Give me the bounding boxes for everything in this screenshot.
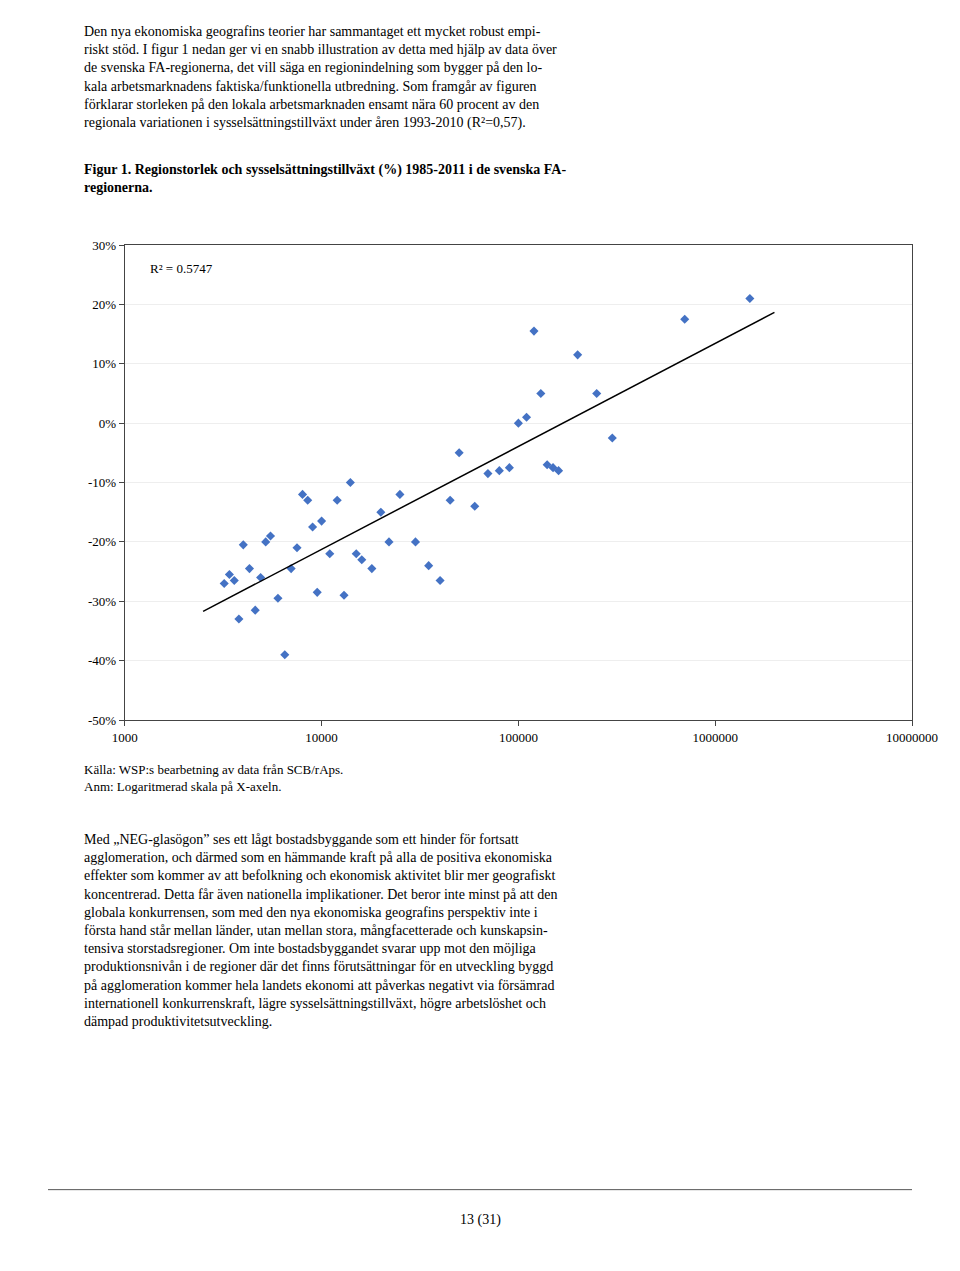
svg-text:10000: 10000 xyxy=(305,730,338,745)
svg-text:13 (31): 13 (31) xyxy=(460,1212,501,1228)
svg-text:-20%: -20% xyxy=(88,534,116,549)
svg-text:Med „NEG-glasögon” ses ett låg: Med „NEG-glasögon” ses ett lågt bostadsb… xyxy=(84,832,558,1029)
svg-text:-40%: -40% xyxy=(88,653,116,668)
svg-text:1000: 1000 xyxy=(112,730,138,745)
svg-text:20%: 20% xyxy=(92,297,116,312)
svg-text:Den nya ekonomiska geografins: Den nya ekonomiska geografins teorier ha… xyxy=(84,24,557,131)
svg-text:-30%: -30% xyxy=(88,594,116,609)
svg-text:Figur 1. Regionstorlek och sys: Figur 1. Regionstorlek och sysselsättnin… xyxy=(84,162,566,195)
svg-text:30%: 30% xyxy=(92,238,116,253)
svg-text:-10%: -10% xyxy=(88,475,116,490)
svg-text:10%: 10% xyxy=(92,356,116,371)
svg-text:10000000: 10000000 xyxy=(886,730,938,745)
svg-text:-50%: -50% xyxy=(88,713,116,728)
svg-text:R² = 0.5747: R² = 0.5747 xyxy=(150,261,213,276)
svg-text:100000: 100000 xyxy=(499,730,538,745)
svg-text:0%: 0% xyxy=(99,416,117,431)
svg-text:Källa: WSP:s bearbetning av da: Källa: WSP:s bearbetning av data från SC… xyxy=(84,762,343,794)
svg-text:1000000: 1000000 xyxy=(692,730,738,745)
